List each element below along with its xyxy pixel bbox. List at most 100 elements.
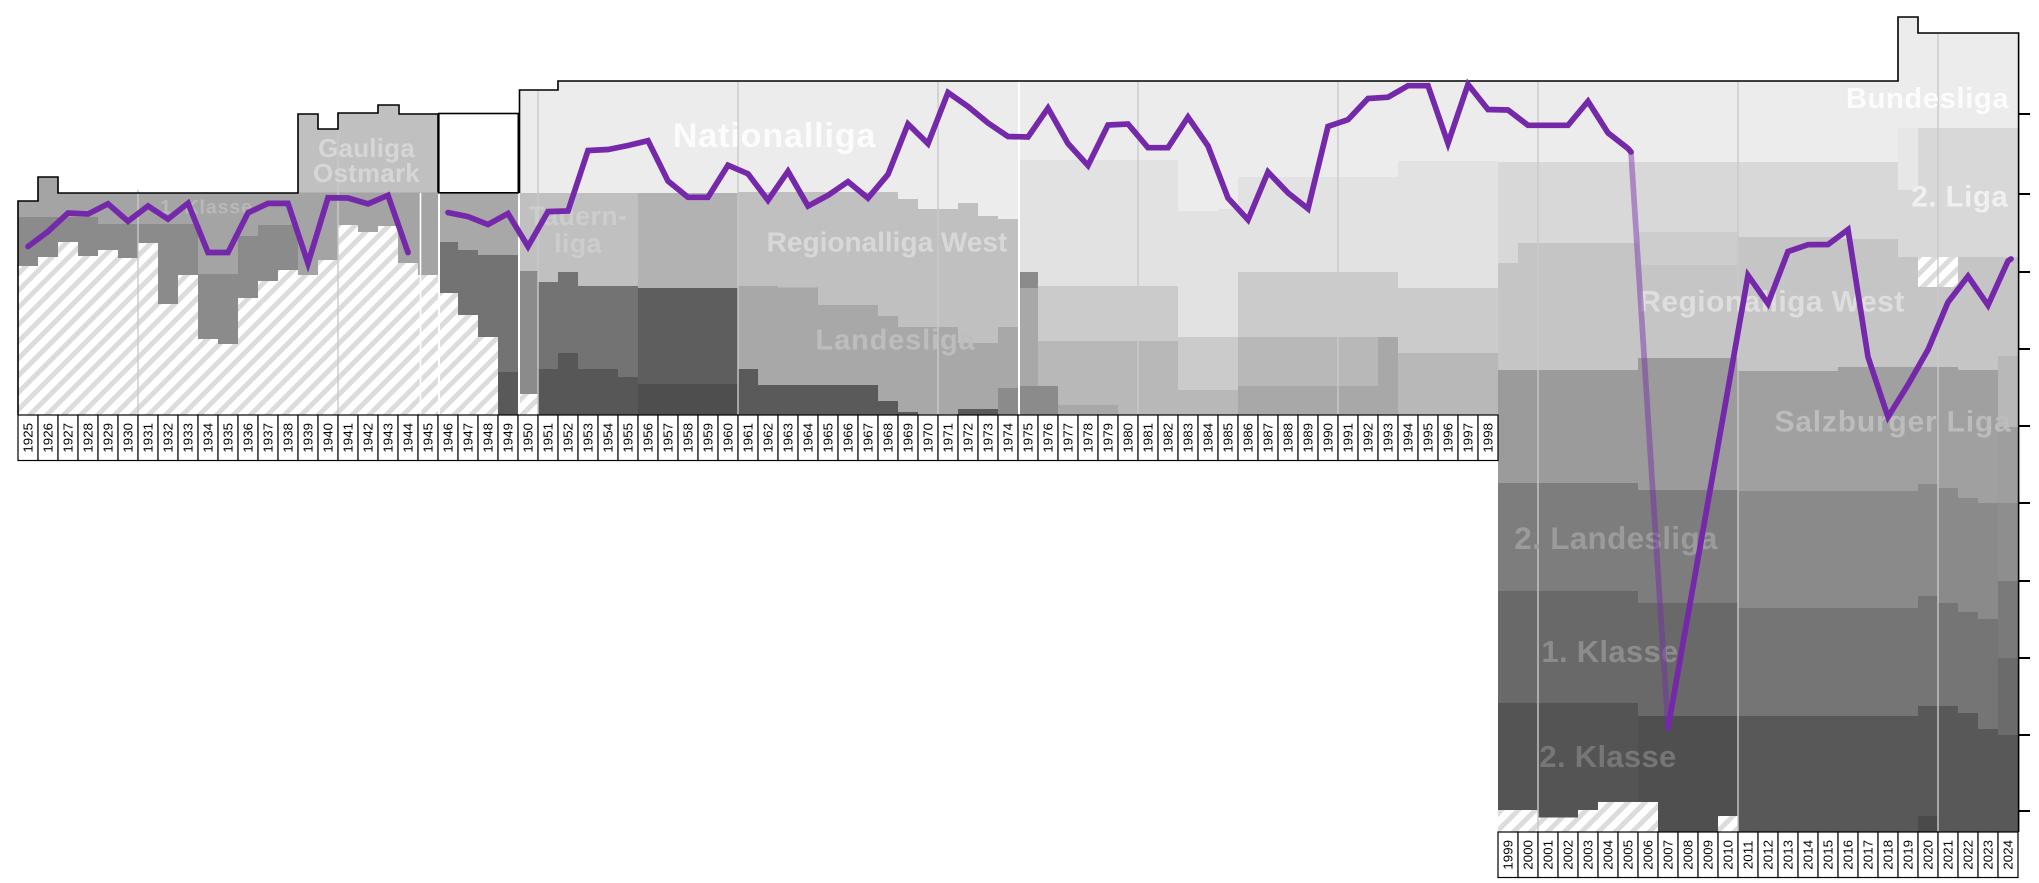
svg-text:1993: 1993 [1381, 423, 1396, 453]
svg-text:1947: 1947 [461, 423, 476, 453]
svg-text:liga: liga [554, 229, 602, 259]
svg-text:1955: 1955 [621, 423, 636, 453]
svg-text:2013: 2013 [1781, 840, 1796, 870]
svg-text:1. Klasse: 1. Klasse [1541, 634, 1678, 669]
svg-text:2009: 2009 [1701, 840, 1716, 870]
svg-text:1962: 1962 [761, 423, 776, 453]
svg-text:1964: 1964 [801, 423, 816, 453]
svg-text:1948: 1948 [481, 423, 496, 453]
svg-text:1959: 1959 [701, 423, 716, 453]
svg-text:1966: 1966 [841, 423, 856, 453]
svg-text:1939: 1939 [301, 423, 316, 453]
svg-text:1942: 1942 [361, 423, 376, 453]
svg-text:1985: 1985 [1221, 423, 1236, 453]
svg-text:1943: 1943 [381, 423, 396, 453]
svg-text:1958: 1958 [681, 423, 696, 453]
svg-text:2002: 2002 [1561, 840, 1576, 870]
svg-text:Regionalliga West: Regionalliga West [767, 227, 1008, 258]
svg-text:2023: 2023 [1981, 840, 1996, 870]
svg-text:1949: 1949 [501, 423, 516, 453]
svg-text:1990: 1990 [1321, 423, 1336, 453]
svg-text:1956: 1956 [641, 423, 656, 453]
svg-text:1981: 1981 [1141, 423, 1156, 453]
svg-text:Gauliga: Gauliga [318, 133, 415, 163]
svg-text:1926: 1926 [41, 423, 56, 453]
svg-text:2001: 2001 [1541, 840, 1556, 870]
svg-text:1972: 1972 [961, 423, 976, 453]
svg-text:1930: 1930 [121, 423, 136, 453]
svg-text:1991: 1991 [1341, 423, 1356, 453]
svg-text:1954: 1954 [601, 423, 616, 453]
svg-text:1968: 1968 [881, 423, 896, 453]
svg-text:1960: 1960 [721, 423, 736, 453]
svg-text:1969: 1969 [901, 423, 916, 453]
svg-text:1992: 1992 [1361, 423, 1376, 453]
svg-text:1975: 1975 [1021, 423, 1036, 453]
svg-text:1. Klasse: 1. Klasse [160, 196, 253, 218]
svg-text:1982: 1982 [1161, 423, 1176, 453]
svg-text:2006: 2006 [1641, 840, 1656, 870]
svg-text:2000: 2000 [1521, 840, 1536, 870]
svg-text:1944: 1944 [401, 423, 416, 453]
svg-text:1996: 1996 [1441, 423, 1456, 453]
svg-text:1929: 1929 [101, 423, 116, 453]
svg-text:1971: 1971 [941, 423, 956, 453]
svg-text:2019: 2019 [1901, 840, 1916, 870]
svg-text:1963: 1963 [781, 423, 796, 453]
svg-text:1979: 1979 [1101, 423, 1116, 453]
svg-text:1951: 1951 [541, 423, 556, 453]
svg-text:1928: 1928 [81, 423, 96, 453]
svg-text:1978: 1978 [1081, 423, 1096, 453]
svg-text:1998: 1998 [1481, 423, 1496, 453]
svg-text:2010: 2010 [1721, 840, 1736, 870]
svg-text:1984: 1984 [1201, 423, 1216, 453]
svg-text:1980: 1980 [1121, 423, 1136, 453]
svg-text:1940: 1940 [321, 423, 336, 453]
svg-text:1938: 1938 [281, 423, 296, 453]
svg-text:1937: 1937 [261, 423, 276, 453]
svg-text:1973: 1973 [981, 423, 996, 453]
svg-text:1950: 1950 [521, 423, 536, 453]
svg-text:1961: 1961 [741, 423, 756, 453]
svg-text:1927: 1927 [61, 423, 76, 453]
svg-text:2011: 2011 [1741, 841, 1756, 870]
svg-text:Nationalliga: Nationalliga [673, 117, 877, 155]
svg-text:2024: 2024 [2001, 840, 2016, 870]
svg-text:1952: 1952 [561, 423, 576, 453]
svg-text:1933: 1933 [181, 423, 196, 453]
svg-text:Ostmark: Ostmark [313, 158, 420, 188]
svg-text:1977: 1977 [1061, 423, 1076, 453]
svg-text:2. Landesliga: 2. Landesliga [1514, 520, 1718, 556]
svg-text:1953: 1953 [581, 423, 596, 453]
svg-text:2003: 2003 [1581, 840, 1596, 870]
svg-text:1997: 1997 [1461, 423, 1476, 453]
svg-text:1936: 1936 [241, 423, 256, 453]
svg-text:2018: 2018 [1881, 840, 1896, 870]
svg-text:2017: 2017 [1861, 840, 1876, 870]
svg-text:2016: 2016 [1841, 840, 1856, 870]
svg-text:1967: 1967 [861, 423, 876, 453]
svg-text:1934: 1934 [201, 423, 216, 453]
svg-text:1988: 1988 [1281, 423, 1296, 453]
svg-text:2022: 2022 [1961, 840, 1976, 870]
svg-text:Bundesliga: Bundesliga [1846, 83, 2009, 115]
svg-text:2005: 2005 [1621, 840, 1636, 870]
svg-text:2021: 2021 [1941, 840, 1956, 870]
svg-text:1946: 1946 [441, 423, 456, 453]
svg-text:2014: 2014 [1801, 840, 1816, 870]
svg-text:2. Klasse: 2. Klasse [1539, 739, 1676, 774]
svg-text:2. Liga: 2. Liga [1911, 181, 2008, 214]
svg-text:1957: 1957 [661, 423, 676, 453]
svg-text:2008: 2008 [1681, 840, 1696, 870]
svg-text:1989: 1989 [1301, 423, 1316, 453]
svg-text:1932: 1932 [161, 423, 176, 453]
svg-text:2020: 2020 [1921, 840, 1936, 870]
svg-text:1974: 1974 [1001, 423, 1016, 453]
svg-text:1925: 1925 [21, 423, 36, 453]
svg-text:1999: 1999 [1501, 840, 1516, 870]
svg-text:2004: 2004 [1601, 840, 1616, 870]
svg-text:Landesliga: Landesliga [816, 325, 976, 357]
svg-text:1986: 1986 [1241, 423, 1256, 453]
svg-text:2015: 2015 [1821, 840, 1836, 870]
svg-text:1945: 1945 [421, 423, 436, 453]
